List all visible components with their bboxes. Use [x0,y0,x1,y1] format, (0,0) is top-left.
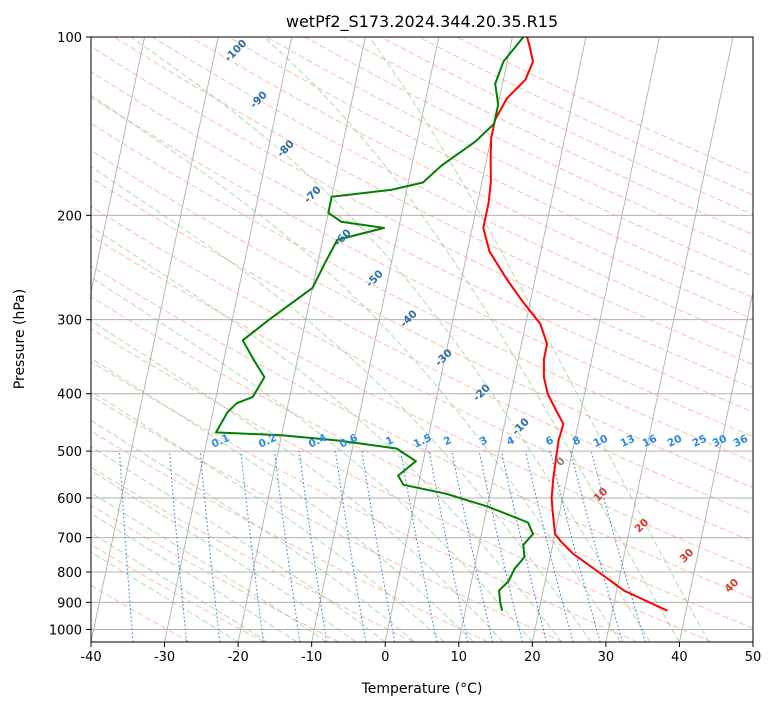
dry-adiabat [91,96,753,438]
mixing-ratio-line [274,451,301,642]
y-tick-label: 100 [57,31,82,46]
x-tick-label: 50 [745,650,762,665]
moist-adiabat [91,320,504,642]
mixing-ratio-line [451,451,494,642]
dry-adiabat [91,328,712,642]
isotherm-line [164,37,293,642]
x-tick-label: 20 [524,650,541,665]
moist-adiabat [91,470,357,642]
mixing-ratio-label: 30 [711,433,729,450]
x-tick-label: -20 [227,650,248,665]
x-tick-label: 30 [598,650,615,665]
mixing-ratio-label: 13 [619,433,637,450]
mixing-ratio-line [400,451,438,642]
moist-adiabat [91,390,445,642]
y-tick-label: 600 [57,492,82,507]
dewpoint-line [215,37,534,612]
x-tick-label: 10 [451,650,468,665]
mixing-ratio-line [590,450,646,642]
mixing-ratio-label: 8 [571,434,583,448]
mixing-ratio-label: 1 [384,434,396,448]
x-axis-ticks: -40 -30 -20 -10 0 10 20 30 40 50 [80,642,761,665]
y-tick-label: 400 [57,388,82,403]
isotherm-line [0,37,71,642]
y-tick-label: 800 [57,566,82,581]
mixing-ratio-label: 10 [592,433,610,450]
mixing-ratio-line [240,451,264,642]
dry-adiabat [91,177,753,515]
mixing-ratio-line [428,451,469,642]
mixing-ratio-line [478,451,523,642]
isotherm-line [91,37,219,642]
dry-adiabat [91,122,753,463]
dry-adiabat [91,584,190,642]
dry-adiabat [228,37,753,298]
mixing-ratio-label: 6 [544,434,556,448]
background-curves [91,37,753,642]
moist-adiabat [130,37,651,642]
x-tick-label: -40 [80,650,101,665]
mixing-ratio-label: 16 [641,433,659,450]
isotherm-line [237,37,366,642]
isotherm-line [605,37,734,642]
y-tick-label: 500 [57,445,82,460]
moist-adiabat [91,94,622,642]
isotherm-line [752,639,753,642]
y-tick-label: 1000 [49,623,82,638]
plot-frame [90,36,754,643]
moist-adiabat [91,276,533,642]
y-tick-label: 300 [57,314,82,329]
mixing-ratio-line [525,450,574,642]
mixing-ratio-line [199,451,221,642]
moist-adiabat [368,37,710,642]
isotherm-line [679,289,753,642]
x-tick-label: -30 [154,650,175,665]
mixing-ratio-line [500,450,548,642]
y-tick-label: 200 [57,209,82,224]
moist-adiabat [263,37,680,642]
isotherm-line [91,37,146,295]
y-axis-ticks: 100 200 300 400 500 600 700 800 900 1000 [49,31,91,638]
x-tick-label: -10 [301,650,322,665]
moist-adiabat [91,225,563,642]
grid-lines [0,37,753,642]
moist-adiabat [91,166,592,642]
chart-title: wetPf2_S173.2024.344.20.35.R15 [286,12,558,32]
dry-adiabat [91,45,753,389]
y-tick-label: 700 [57,532,82,547]
mixing-ratio-label: 2 [442,434,454,448]
mixing-ratio-label: 20 [666,433,684,450]
dry-adiabat [91,466,414,642]
moist-adiabat [91,492,327,642]
y-axis-label: Pressure (hPa) [12,289,28,389]
mixing-ratio-label: 3 [478,434,490,448]
dry-adiabat [91,504,340,642]
profile-series [215,37,669,612]
dry-adiabat [91,296,753,629]
x-tick-label: 0 [381,650,389,665]
dry-adiabat [152,37,753,343]
x-axis-label: Temperature (°C) [361,681,483,697]
mixing-ratio-line [570,450,624,642]
x-tick-label: 40 [671,650,688,665]
y-tick-label: 900 [57,596,82,611]
dry-adiabat [91,395,563,642]
mixing-ratio-label: 25 [691,433,709,450]
dry-adiabat [91,361,638,642]
mixing-ratio-label: 36 [732,433,750,450]
temperature-line [482,37,669,612]
plot-background [91,37,753,642]
mixing-ratio-line [168,451,188,642]
dry-adiabat [91,235,753,571]
mixing-ratio-line [549,450,601,642]
isotherm-line [311,37,440,642]
dry-adiabat [91,265,753,600]
mixing-ratio-label: 4 [505,434,517,448]
moist-adiabat [91,419,415,642]
mixing-ratio-line [298,451,328,642]
